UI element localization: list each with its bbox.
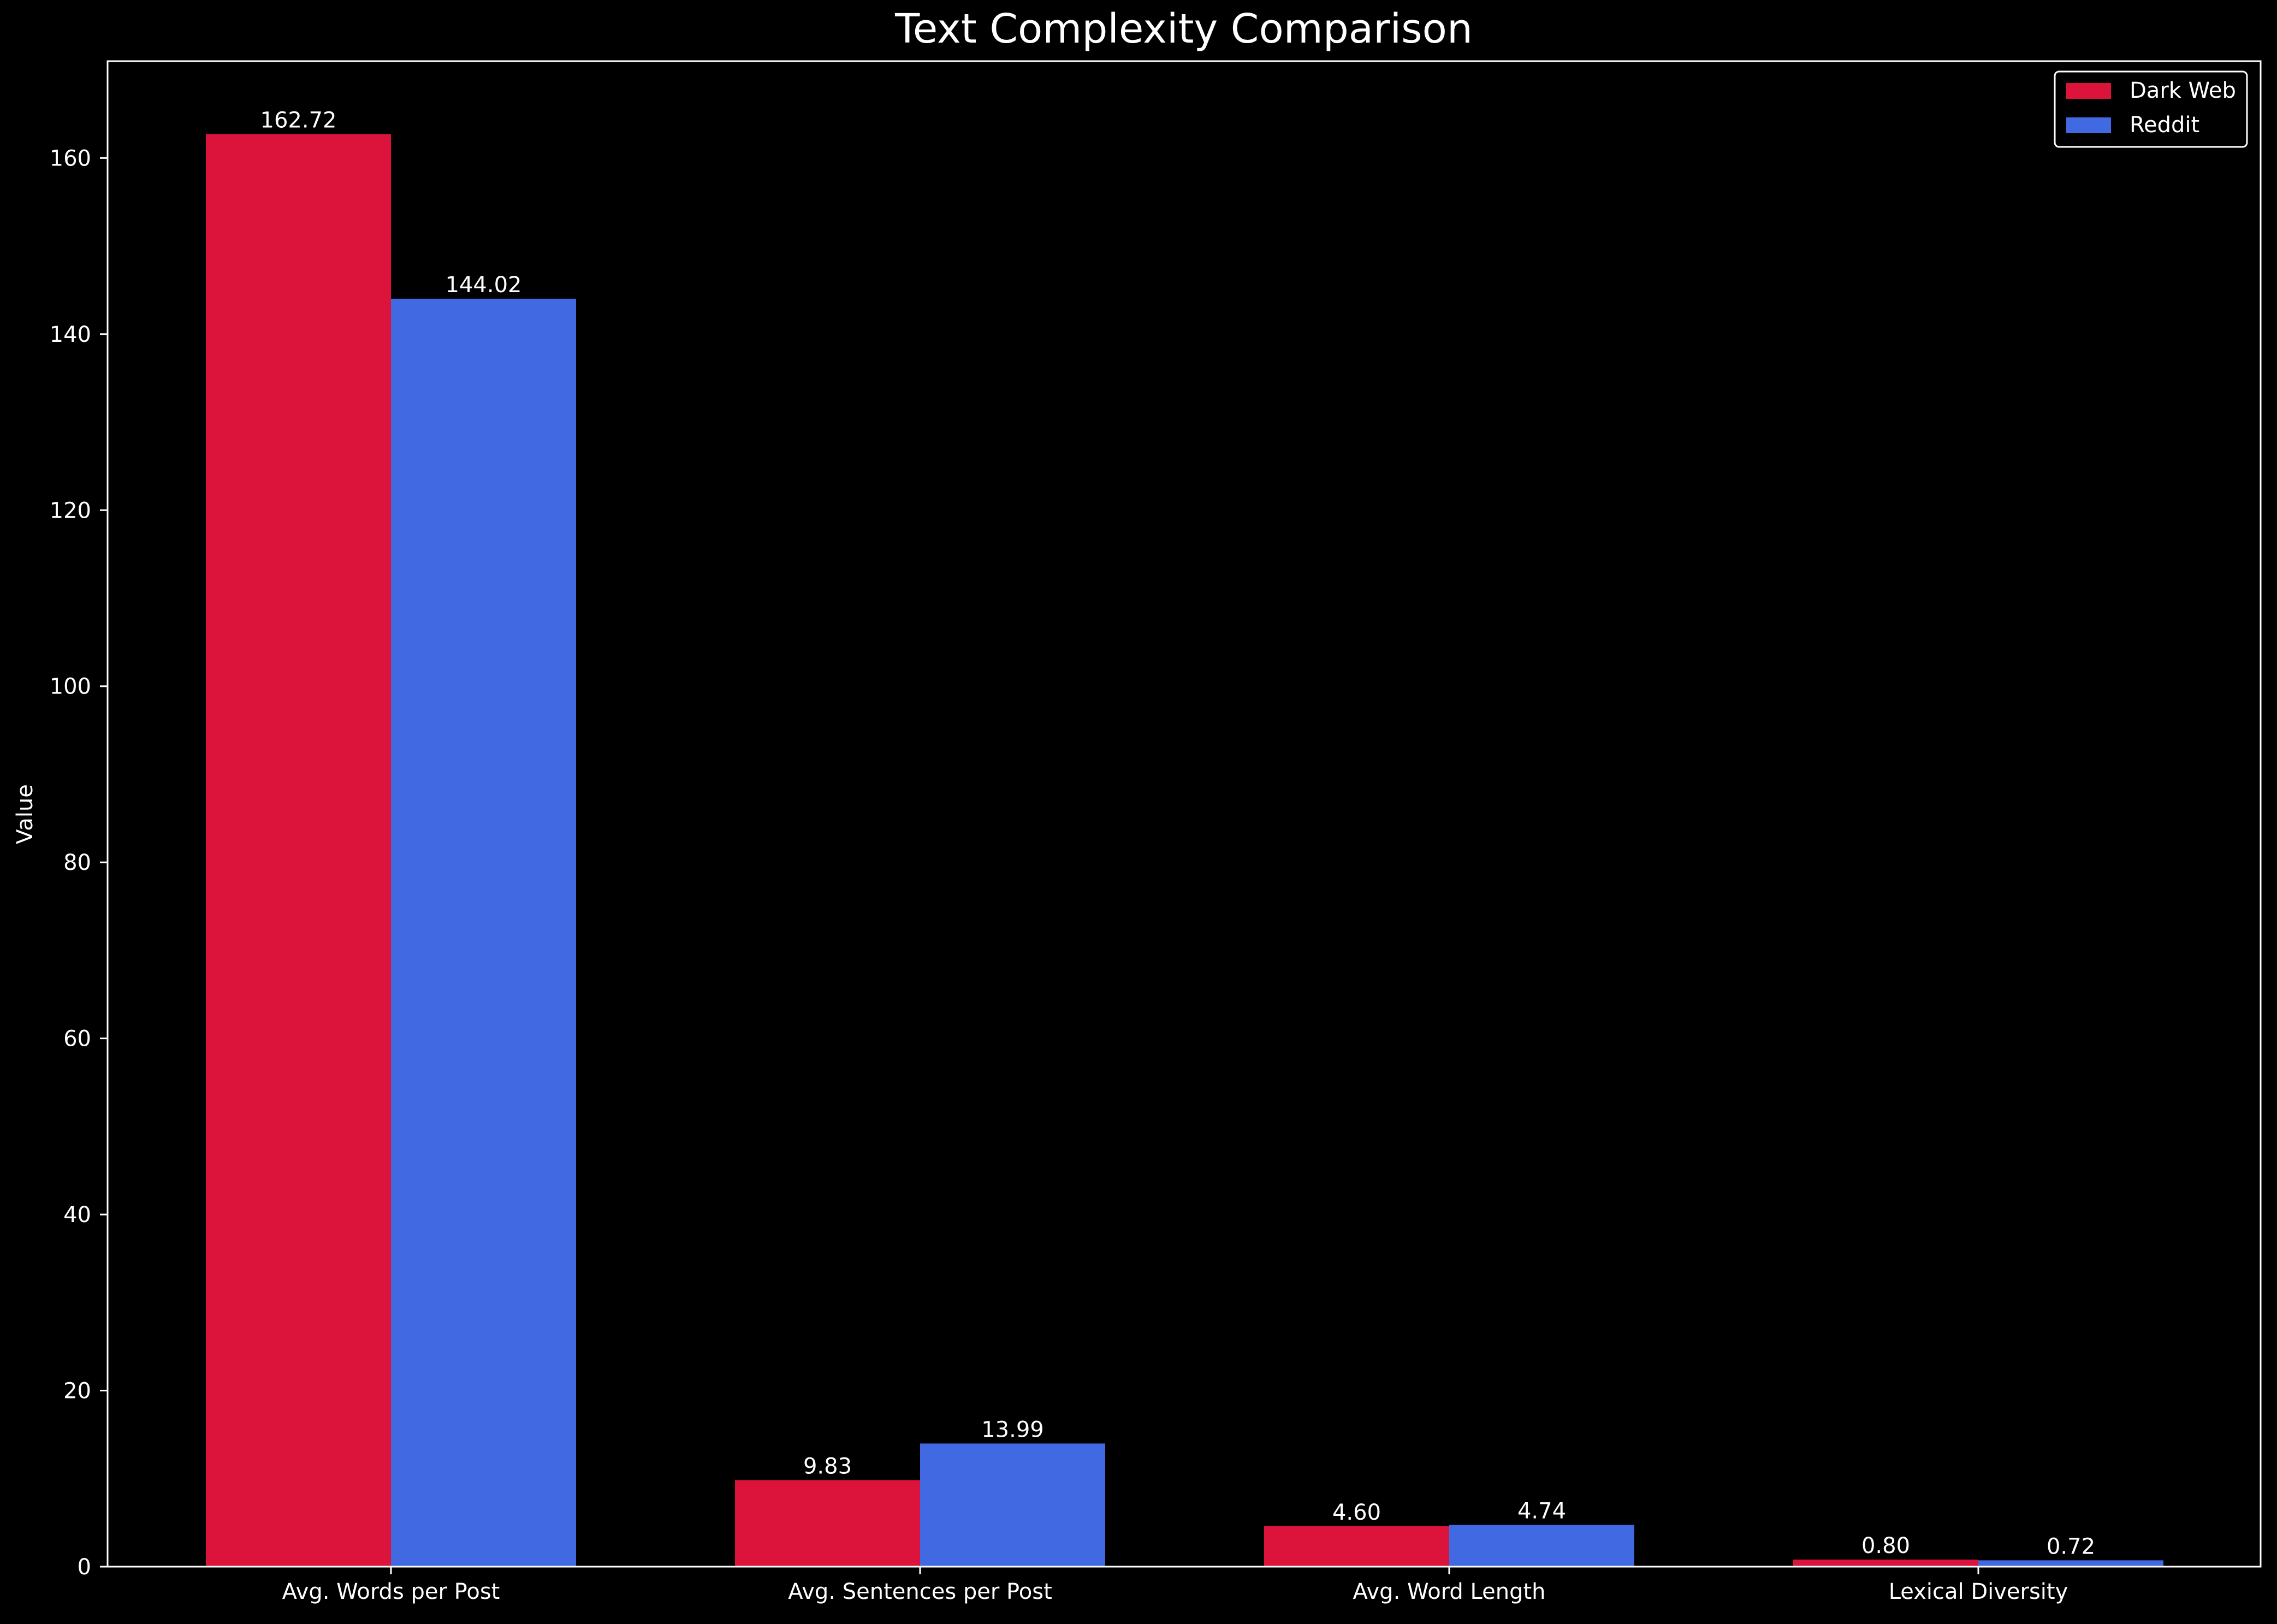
legend-swatch-dark-web: [2066, 83, 2111, 99]
legend-label-dark-web: Dark Web: [2130, 78, 2236, 103]
y-tick-label-0: 0: [78, 1555, 91, 1580]
bar-reddit-avg-word-length: [1449, 1525, 1634, 1567]
y-tick-label-80: 80: [63, 850, 91, 875]
bar-value-label-dark-web-lexical-diversity: 0.80: [1861, 1533, 1910, 1558]
plot-frame: [106, 60, 2262, 1568]
y-tick-label-20: 20: [63, 1379, 91, 1404]
bar-value-label-dark-web-avg-words-per-post: 162.72: [260, 108, 337, 133]
y-tick-label-160: 160: [50, 146, 91, 171]
bar-dark-web-lexical-diversity: [1793, 1560, 1978, 1567]
bar-value-label-dark-web-avg-word-length: 4.60: [1332, 1500, 1381, 1525]
legend: Dark Web Reddit: [2054, 70, 2248, 148]
x-tick-label-avg-sentences-per-post: Avg. Sentences per Post: [788, 1579, 1052, 1604]
bar-dark-web-avg-sentences-per-post: [735, 1480, 920, 1567]
bars-layer: [206, 134, 2163, 1567]
bar-dark-web-avg-words-per-post: [206, 134, 391, 1567]
bar-dark-web-avg-word-length: [1264, 1526, 1449, 1567]
bar-labels-layer: 162.72 144.02 9.83 13.99 4.60 4.74 0.80 0.72: [260, 108, 2096, 1559]
bar-reddit-avg-words-per-post: [391, 298, 576, 1567]
bar-reddit-avg-sentences-per-post: [920, 1443, 1105, 1567]
x-tick-label-avg-word-length: Avg. Word Length: [1353, 1579, 1545, 1604]
y-tick-label-40: 40: [63, 1202, 91, 1228]
y-tick-label-60: 60: [63, 1027, 91, 1052]
y-axis-ticks: 0 20 40 60 80 100 120 140 160: [50, 146, 108, 1580]
bar-value-label-reddit-avg-word-length: 4.74: [1517, 1499, 1566, 1524]
bar-reddit-lexical-diversity: [1978, 1560, 2163, 1567]
legend-swatch-reddit: [2066, 117, 2111, 133]
y-tick-label-100: 100: [50, 674, 91, 700]
y-axis-label: Value: [13, 784, 38, 844]
chart-title: Text Complexity Comparison: [894, 5, 1473, 52]
bar-value-label-reddit-lexical-diversity: 0.72: [2047, 1534, 2095, 1559]
bar-value-label-reddit-avg-sentences-per-post: 13.99: [981, 1417, 1044, 1442]
x-tick-label-lexical-diversity: Lexical Diversity: [1889, 1579, 2068, 1604]
y-tick-label-120: 120: [50, 498, 91, 523]
bar-value-label-reddit-avg-words-per-post: 144.02: [446, 272, 522, 298]
bar-value-label-dark-web-avg-sentences-per-post: 9.83: [803, 1454, 852, 1479]
y-tick-label-140: 140: [50, 322, 91, 347]
x-axis-ticks: Avg. Words per Post Avg. Sentences per Po…: [282, 1567, 2068, 1604]
x-tick-label-avg-words-per-post: Avg. Words per Post: [282, 1579, 500, 1604]
legend-label-reddit: Reddit: [2130, 112, 2199, 138]
